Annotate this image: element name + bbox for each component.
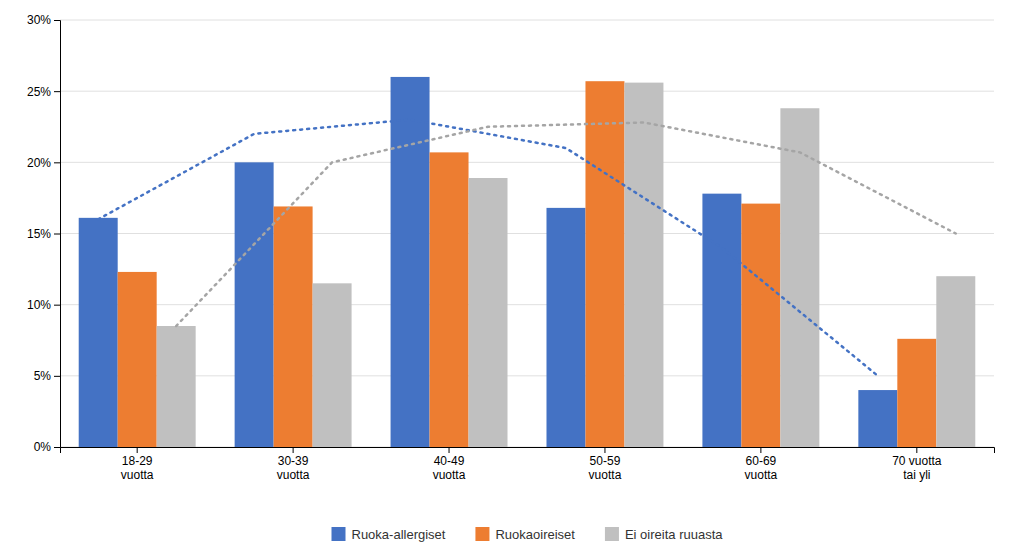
tick-mark <box>137 447 138 453</box>
bar <box>274 206 313 447</box>
x-tick: 18-29vuotta <box>121 447 154 482</box>
x-tick-label-line: 70 vuotta <box>892 454 942 468</box>
x-tick-label-line: vuotta <box>589 468 622 482</box>
tick-mark <box>54 305 60 306</box>
legend-label: Ei oireita ruuasta <box>625 527 723 542</box>
x-tick: 30-39vuotta <box>277 447 310 482</box>
x-tick-label: 50-59vuotta <box>589 454 622 482</box>
bar <box>741 204 780 447</box>
grid-line <box>60 162 994 163</box>
x-tick-label-line: tai yli <box>903 468 930 482</box>
y-tick-label: 5% <box>34 369 52 383</box>
x-tick-label-line: 30-39 <box>278 454 309 468</box>
tick-mark <box>54 162 60 163</box>
y-axis: 0% 5% 10% 15% 20% 25% 30% <box>27 13 61 454</box>
y-tick-label: 20% <box>27 156 51 170</box>
x-tick: 70 vuottatai yli <box>892 447 942 482</box>
grid-line <box>60 375 994 376</box>
bar <box>235 162 274 447</box>
axis-line <box>54 21 61 448</box>
tick-mark <box>54 447 60 448</box>
y-tick-label: 15% <box>27 227 51 241</box>
x-tick-label: 60-69vuotta <box>745 454 778 482</box>
legend-swatch <box>475 527 489 541</box>
y-tick: 30% <box>27 13 60 27</box>
legend-label: Ruokaoireiset <box>495 527 575 542</box>
tick-mark <box>916 447 917 453</box>
y-tick: 0% <box>34 440 60 454</box>
bar-series <box>157 83 976 447</box>
bar <box>624 83 663 447</box>
x-tick-label: 40-49vuotta <box>433 454 466 482</box>
legend: Ruoka-allergiset Ruokaoireiset Ei oireita … <box>332 527 724 542</box>
grid-line <box>60 233 994 234</box>
bar <box>702 194 741 447</box>
chart: 0%5%10%15%20%25%30%18-29vuotta30-39vuott… <box>0 0 1024 557</box>
x-tick-label-line: 60-69 <box>746 454 777 468</box>
bar <box>430 152 469 447</box>
legend-label: Ruoka-allergiset <box>352 527 446 542</box>
x-tick: 60-69vuotta <box>745 447 778 482</box>
bar <box>546 208 585 447</box>
bar <box>585 81 624 447</box>
y-tick-label: 30% <box>27 13 51 27</box>
bar <box>391 77 430 447</box>
y-tick: 10% <box>27 298 60 312</box>
x-tick-label: 70 vuottatai yli <box>892 454 942 482</box>
y-tick-label: 10% <box>27 298 51 312</box>
axis-line <box>61 448 995 454</box>
tick-mark <box>54 20 60 21</box>
tick-mark <box>449 447 450 453</box>
x-tick-label-line: 18-29 <box>122 454 153 468</box>
tick-mark <box>54 234 60 235</box>
x-tick-label-line: 40-49 <box>434 454 465 468</box>
line <box>98 120 878 376</box>
bar <box>469 178 508 447</box>
legend-item: Ei oireita ruuasta <box>605 527 723 542</box>
x-tick-label-line: vuotta <box>277 468 310 482</box>
y-tick: 20% <box>27 156 60 170</box>
x-tick-label-line: 50-59 <box>590 454 621 468</box>
grid <box>60 20 994 447</box>
grid-line <box>60 20 994 21</box>
plot: 0%5%10%15%20%25%30%18-29vuotta30-39vuott… <box>27 13 995 482</box>
x-tick: 50-59vuotta <box>589 447 622 482</box>
tick-mark <box>54 376 60 377</box>
bar-series <box>118 81 937 447</box>
legend-item: Ruokaoireiset <box>475 527 575 542</box>
x-tick-label-line: vuotta <box>745 468 778 482</box>
grid-line <box>60 91 994 92</box>
y-tick-label: 0% <box>34 440 52 454</box>
bar <box>157 326 196 447</box>
legend-item: Ruoka-allergiset <box>332 527 446 542</box>
y-tick: 25% <box>27 85 60 99</box>
x-tick-label-line: vuotta <box>433 468 466 482</box>
tick-mark <box>54 91 60 92</box>
bar <box>313 283 352 447</box>
x-tick-label: 18-29vuotta <box>121 454 154 482</box>
y-tick: 15% <box>27 227 60 241</box>
legend-swatch <box>332 527 346 541</box>
y-tick-label: 25% <box>27 85 51 99</box>
tick-mark <box>760 447 761 453</box>
bar-series <box>79 77 898 447</box>
legend-swatch <box>605 527 619 541</box>
bar <box>936 276 975 447</box>
tick-mark <box>604 447 605 453</box>
x-tick: 40-49vuotta <box>433 447 466 482</box>
x-tick-label: 30-39vuotta <box>277 454 310 482</box>
tick-mark <box>293 447 294 453</box>
bar <box>858 390 897 447</box>
x-tick-label-line: vuotta <box>121 468 154 482</box>
marks <box>79 77 976 447</box>
y-tick: 5% <box>34 369 60 383</box>
grid-line <box>60 304 994 305</box>
x-axis: 18-29vuotta30-39vuotta40-49vuotta50-59vu… <box>61 447 995 482</box>
line <box>176 122 956 326</box>
bar <box>118 272 157 447</box>
bar <box>897 339 936 447</box>
bar <box>79 218 118 447</box>
